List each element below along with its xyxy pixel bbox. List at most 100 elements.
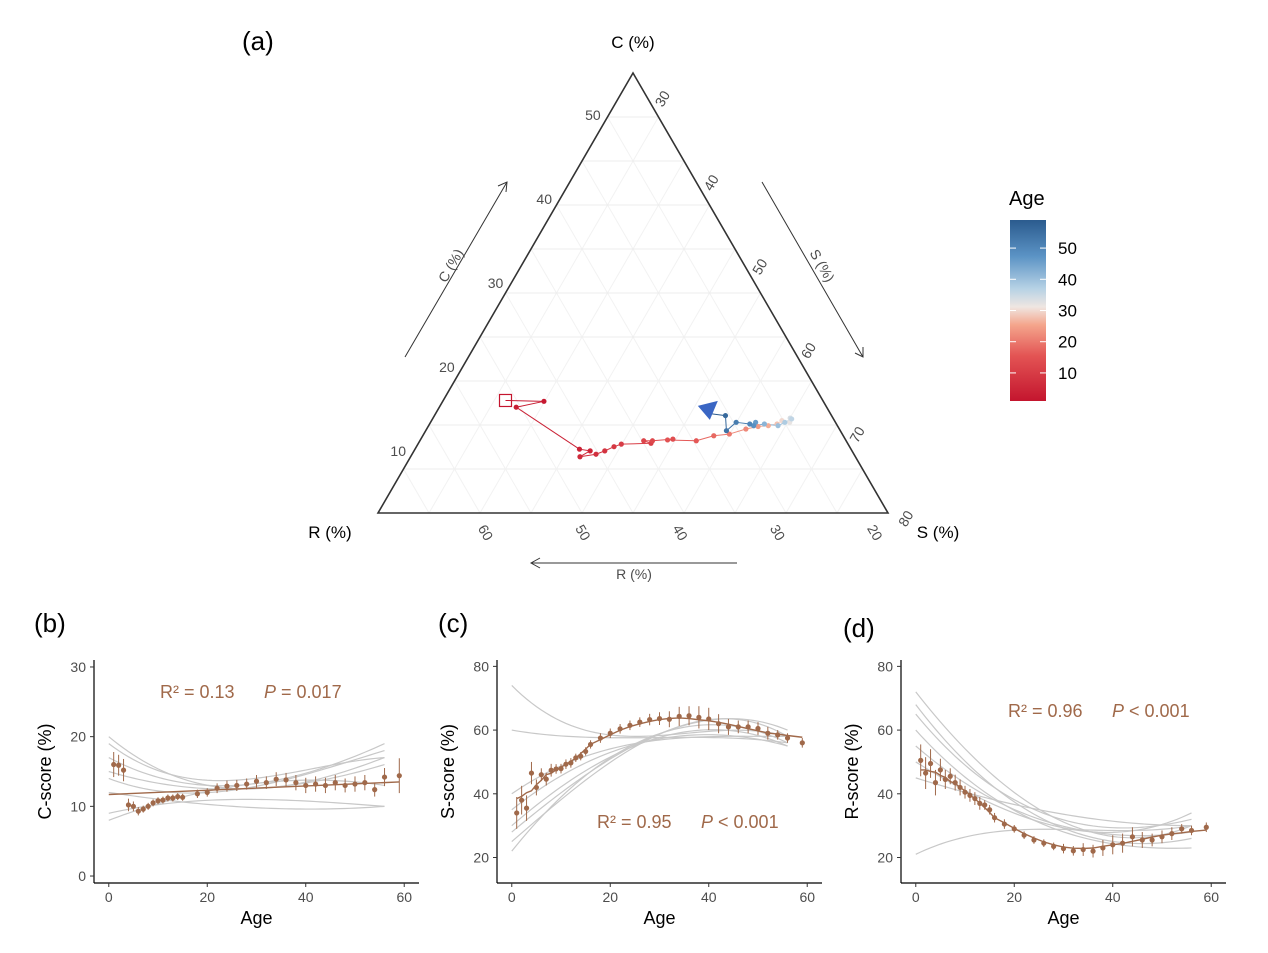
data-point (967, 793, 972, 798)
data-point (195, 791, 200, 796)
panel-label-d: (d) (843, 613, 875, 643)
legend-tick-label: 20 (1058, 333, 1077, 352)
age-point (577, 447, 582, 452)
data-point (992, 815, 997, 820)
data-point (372, 787, 377, 792)
r-tick-label: 30 (767, 522, 789, 544)
data-point (1110, 842, 1115, 847)
panel-label-a: (a) (242, 26, 274, 56)
data-point (736, 724, 741, 729)
p-value-annotation: P < 0.001 (701, 812, 779, 832)
data-point (254, 779, 259, 784)
data-point (343, 783, 348, 788)
age-point (789, 416, 794, 421)
y-tick-label: 0 (78, 868, 86, 884)
p-value-annotation: P = 0.017 (264, 682, 342, 702)
age-point (743, 426, 748, 431)
age-point (734, 420, 739, 425)
data-point (1150, 837, 1155, 842)
panel-c-s-score: 020406020406080AgeS-score (%)R² = 0.95P … (438, 658, 822, 928)
age-point (514, 405, 519, 410)
data-point (982, 802, 987, 807)
data-point (146, 804, 151, 809)
legend-tick-label: 10 (1058, 364, 1077, 383)
individual-curve (512, 736, 788, 794)
x-tick-label: 20 (1006, 889, 1022, 905)
data-point (686, 713, 691, 718)
data-point (293, 780, 298, 785)
data-point (608, 731, 613, 736)
data-point (918, 758, 923, 763)
grid-line (735, 381, 812, 513)
age-point (665, 437, 670, 442)
age-point (723, 413, 728, 418)
age-point (775, 423, 780, 428)
x-tick-label: 40 (298, 889, 314, 905)
data-point (948, 774, 953, 779)
data-point (141, 807, 146, 812)
s-tick-label: 50 (749, 256, 771, 278)
data-point (1204, 825, 1209, 830)
data-point (667, 717, 672, 722)
y-tick-label: 60 (473, 722, 489, 738)
data-point (573, 755, 578, 760)
data-point (553, 766, 558, 771)
data-point (136, 809, 141, 814)
data-point (274, 777, 279, 782)
s-tick-label: 30 (652, 88, 674, 110)
x-tick-label: 60 (1203, 889, 1219, 905)
c-tick-label: 30 (488, 275, 504, 291)
data-point (558, 766, 563, 771)
data-point (696, 715, 701, 720)
figure-canvas: (a) (b) (c) (d) 102030405030405060708060… (0, 0, 1268, 953)
r-squared-annotation: R² = 0.95 (597, 812, 672, 832)
y-tick-label: 80 (473, 658, 489, 674)
individual-curve (916, 705, 1192, 844)
individual-curve (916, 746, 1192, 836)
c-tick-label: 50 (585, 107, 601, 123)
data-point (234, 783, 239, 788)
r-tick-label: 20 (864, 522, 886, 544)
age-point (670, 437, 675, 442)
data-point (1120, 841, 1125, 846)
x-tick-label: 0 (508, 889, 516, 905)
data-point (131, 804, 136, 809)
corner-label-r: R (%) (308, 523, 351, 542)
grid-line (608, 117, 838, 513)
age-point (593, 452, 598, 457)
x-tick-label: 20 (602, 889, 618, 905)
data-point (165, 795, 170, 800)
data-point (765, 731, 770, 736)
data-point (943, 777, 948, 782)
data-point (706, 716, 711, 721)
data-point (1090, 849, 1095, 854)
r-tick-label: 50 (572, 522, 594, 544)
data-point (637, 720, 642, 725)
y-tick-label: 10 (70, 798, 86, 814)
c-arrow-label: C (%) (435, 246, 467, 285)
panel-d-r-score: 020406020406080AgeR-score (%)R² = 0.96P … (842, 658, 1226, 928)
data-point (578, 754, 583, 759)
r-direction-arrow: R (%) (531, 558, 737, 582)
data-point (1179, 826, 1184, 831)
age-point (724, 428, 729, 433)
data-point (957, 785, 962, 790)
y-axis-title: S-score (%) (438, 724, 458, 819)
data-point (938, 767, 943, 772)
p-value-annotation: P < 0.001 (1112, 701, 1190, 721)
age-point (782, 420, 787, 425)
r-tick-label: 40 (670, 522, 692, 544)
age-point (711, 433, 716, 438)
grid-line (557, 205, 736, 513)
data-point (800, 740, 805, 745)
corner-label-s: S (%) (917, 523, 960, 542)
data-point (953, 780, 958, 785)
data-point (962, 790, 967, 795)
individual-curve (916, 762, 1192, 832)
data-point (972, 796, 977, 801)
legend-title: Age (1009, 188, 1045, 210)
legend-tick-label: 40 (1058, 270, 1077, 289)
y-tick-label: 80 (877, 658, 893, 674)
legend-tick-label: 50 (1058, 239, 1077, 258)
c-tick-label: 40 (536, 191, 552, 207)
